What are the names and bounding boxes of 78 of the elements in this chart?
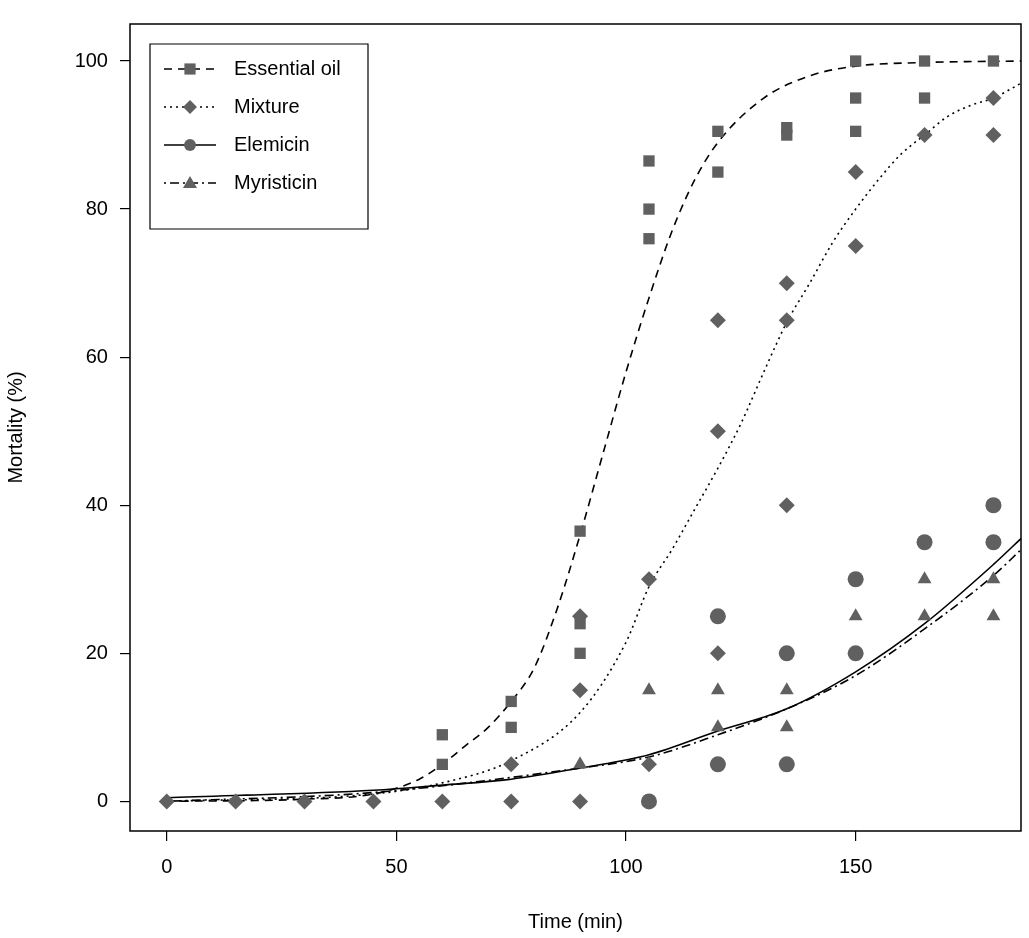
point [986,571,1001,584]
legend-label: Mixture [234,94,300,117]
x-tick-label: 50 [385,854,408,877]
point [573,756,588,769]
point [985,497,1002,514]
point [848,608,863,621]
point [365,793,382,810]
point [710,682,725,695]
x-tick-label: 0 [161,854,173,877]
point [643,203,655,215]
y-tick-label: 60 [85,344,108,367]
legend-label: Elemicin [234,132,310,155]
y-tick-label: 40 [85,492,108,515]
point [916,127,933,144]
point [436,758,448,771]
point [436,729,448,741]
y-tick-label: 100 [74,48,108,71]
point [918,55,931,67]
point [985,534,1002,551]
point [643,155,655,167]
point [847,238,864,255]
point [640,571,657,588]
point [574,618,586,630]
point [572,793,589,810]
y-axis-title: Mortality (%) [3,371,26,484]
point [712,125,724,138]
point [778,756,795,773]
point [640,756,657,773]
point [642,682,656,695]
point [778,312,795,329]
point [778,497,795,514]
point [505,721,517,734]
point [985,127,1002,144]
point [572,682,589,699]
point [847,645,864,662]
point [296,793,313,810]
point [712,166,724,178]
point [709,608,726,625]
point [574,647,586,659]
point [709,756,726,773]
point [847,571,864,588]
point [850,92,862,104]
point [779,719,794,732]
point [709,312,726,329]
point [916,534,933,551]
point [850,55,862,67]
point [778,275,795,292]
x-tick-label: 150 [838,854,873,877]
point [987,55,1000,67]
point [574,525,586,537]
point [709,645,726,662]
point [779,682,794,695]
point [227,793,244,810]
legend-label: Essential oil [234,56,341,79]
y-tick-label: 20 [85,640,108,663]
point [847,164,864,181]
legend-label: Myristicin [234,170,318,193]
point [158,793,175,810]
point [709,423,726,440]
point [986,608,1001,621]
point [918,92,931,104]
point [503,756,520,773]
point [917,608,932,621]
point [643,233,655,245]
point [917,571,932,584]
x-tick-label: 100 [609,854,643,877]
point [503,793,520,810]
point [850,125,862,138]
y-tick-label: 80 [85,196,108,219]
point [505,695,517,708]
point [710,719,725,732]
point [985,90,1002,107]
x-axis-title: Time (min) [528,909,623,932]
point [781,129,793,141]
point [640,793,657,810]
y-tick-label: 0 [96,788,108,811]
point [434,793,451,810]
point [778,645,795,662]
